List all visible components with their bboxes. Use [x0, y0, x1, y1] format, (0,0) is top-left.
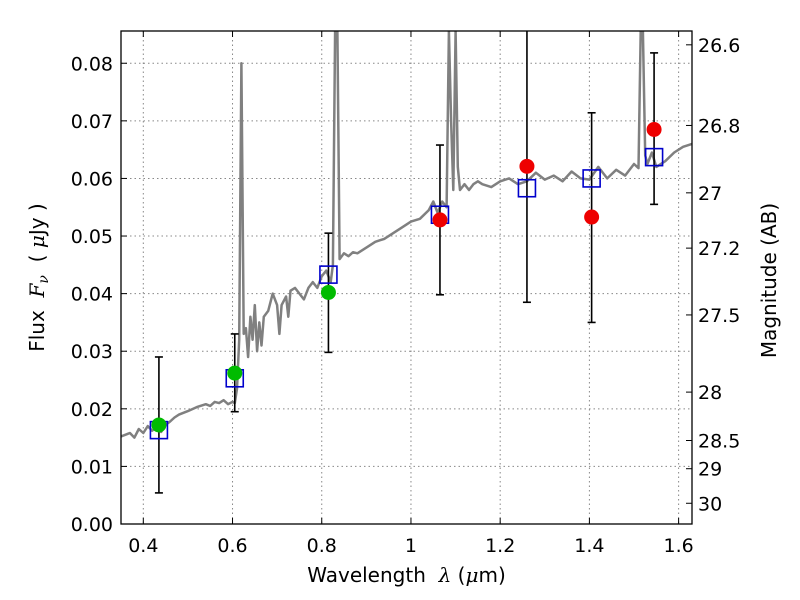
- green-photometry-point: [320, 284, 336, 300]
- y2-tick-label: 28.5: [698, 430, 740, 452]
- plot-frame: [120, 30, 693, 525]
- grid-lines: [121, 31, 692, 525]
- secondary-y-axis-label: Magnitude (AB): [757, 203, 781, 358]
- x-tick-label: 1: [405, 535, 417, 557]
- y-tick-label: 0.06: [71, 168, 113, 190]
- y2-tick-label: 26.6: [698, 35, 740, 57]
- y-tick-label: 0.04: [71, 284, 113, 306]
- x-tick-label: 0.4: [128, 535, 158, 557]
- y-tick-label: 0.05: [71, 226, 113, 248]
- y-tick-label: 0.01: [71, 456, 113, 478]
- y-tick-label: 0.00: [71, 514, 113, 536]
- green-photometry-point: [227, 365, 243, 381]
- red-photometry-point: [584, 209, 600, 225]
- y-tick-label: 0.07: [71, 111, 113, 133]
- y-tick-label: 0.08: [71, 53, 113, 75]
- y-axis-label: Flux Fν ( μJy ): [25, 203, 52, 352]
- red-photometry-point: [432, 212, 448, 228]
- model-point-square: [644, 147, 664, 167]
- red-photometry-point: [646, 121, 662, 137]
- y-tick-label: 0.02: [71, 399, 113, 421]
- observed-points: [151, 121, 662, 433]
- x-tick-label: 0.6: [217, 535, 247, 557]
- y-tick-label: 0.03: [71, 341, 113, 363]
- y2-tick-label: 30: [698, 493, 722, 515]
- x-axis-label: Wavelength λ (μm): [307, 563, 506, 587]
- x-tick-label: 1.6: [664, 535, 694, 557]
- axis-ticks: 0.4 0.6 0.8 1 1.2 1.4 1.6 0.00 0.01 0.02 0.03 0.04 0…: [71, 31, 740, 557]
- spectrum-series: [121, 31, 692, 439]
- model-point-square: [517, 178, 537, 198]
- y2-tick-label: 28: [698, 382, 722, 404]
- spectrum-line: [121, 31, 692, 439]
- y2-tick-label: 27: [698, 183, 722, 205]
- red-photometry-point: [519, 158, 535, 174]
- x-tick-label: 1.2: [485, 535, 515, 557]
- model-point-square: [582, 169, 601, 188]
- y2-tick-label: 27.5: [698, 305, 740, 327]
- green-photometry-point: [151, 417, 167, 433]
- x-tick-label: 0.8: [307, 535, 337, 557]
- y2-tick-label: 29: [698, 459, 722, 481]
- y2-tick-label: 27.2: [698, 238, 740, 260]
- model-point-square: [319, 265, 338, 284]
- y2-tick-label: 26.8: [698, 115, 740, 137]
- x-tick-label: 1.4: [574, 535, 604, 557]
